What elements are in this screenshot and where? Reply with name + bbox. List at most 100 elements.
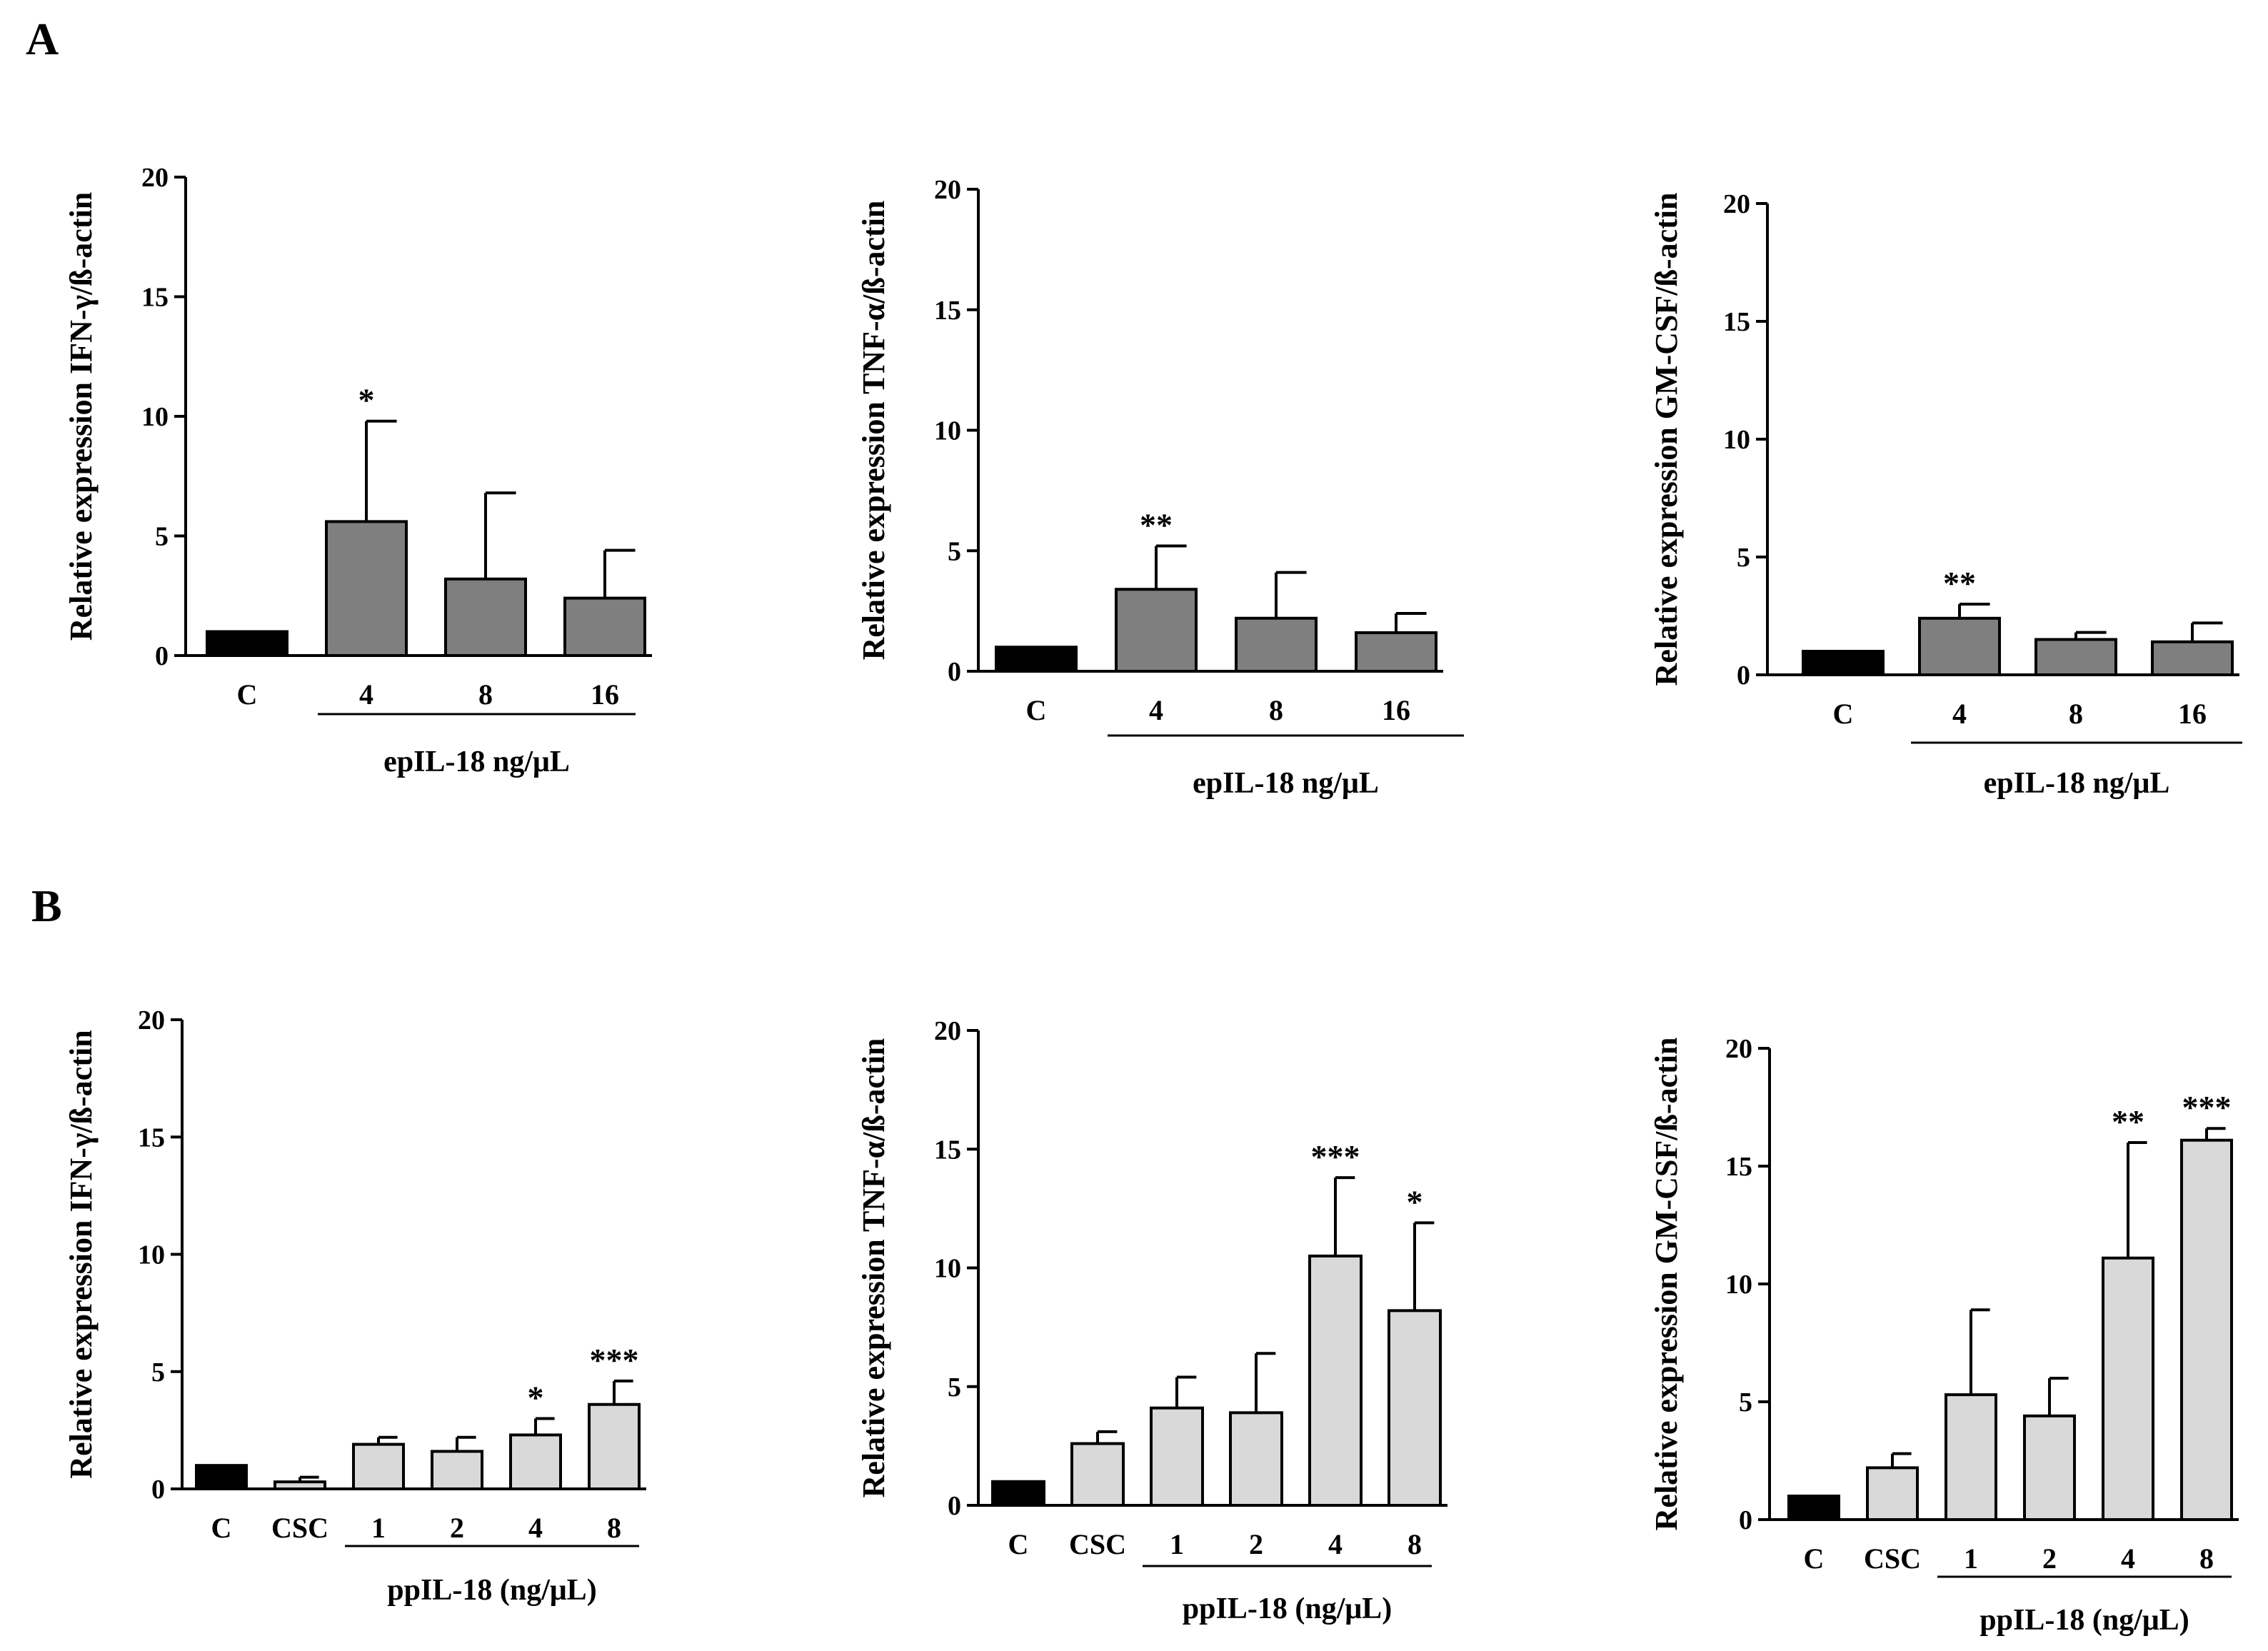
category-label: CSC (1864, 1542, 1921, 1575)
bar (2180, 1138, 2233, 1521)
bar (1918, 616, 2001, 676)
bar (588, 1402, 641, 1490)
bar (1115, 588, 1198, 673)
bar (1388, 1309, 1442, 1507)
y-tick-label: 10 (138, 1240, 165, 1270)
significance-label: ** (1943, 565, 1976, 601)
category-label: 4 (1328, 1528, 1343, 1560)
panel-label-b: B (31, 880, 62, 931)
y-tick-label: 0 (948, 657, 961, 687)
y-tick-label: 15 (138, 1123, 165, 1153)
category-label: 16 (1382, 694, 1410, 726)
category-label: 2 (450, 1512, 464, 1544)
y-tick-label: 5 (151, 1358, 165, 1387)
y-tick-label: 15 (141, 283, 169, 313)
bar (206, 630, 288, 657)
category-label: C (237, 678, 258, 711)
category-label: CSC (271, 1512, 328, 1544)
y-tick-label: 20 (1725, 1034, 1752, 1064)
category-label: 2 (1249, 1528, 1263, 1560)
y-tick-label: 0 (155, 641, 169, 671)
category-label: 4 (359, 678, 373, 711)
chart-3: 0 5 10 15 20 Relative expression GM-CSF/ß-act… (1649, 189, 2242, 800)
category-label: 8 (1269, 694, 1283, 726)
group-label: epIL-18 ng/μL (383, 746, 570, 778)
category-label: 1 (371, 1512, 386, 1544)
y-tick-label: 0 (1737, 661, 1750, 691)
category-label: C (211, 1512, 232, 1544)
bar (563, 596, 646, 657)
bar (1945, 1393, 1997, 1521)
bar (444, 577, 527, 657)
y-tick-label: 20 (138, 1005, 165, 1035)
bar (1070, 1442, 1125, 1507)
category-label: 8 (478, 678, 493, 711)
group-label: ppIL-18 (ng/μL) (1183, 1592, 1392, 1625)
y-tick-label: 0 (948, 1491, 961, 1521)
group-label: ppIL-18 (ng/μL) (387, 1574, 596, 1607)
y-tick-label: 5 (948, 536, 961, 566)
y-axis-title: Relative expression GM-CSF/ß-actin (1649, 193, 1684, 686)
category-label: CSC (1069, 1528, 1126, 1560)
category-label: 4 (528, 1512, 543, 1544)
bar (1787, 1495, 1840, 1521)
y-tick-label: 5 (1737, 543, 1750, 573)
y-axis-title: Relative expression IFN-γ/ß-actin (64, 192, 99, 641)
y-tick-label: 10 (1723, 425, 1750, 455)
chart-4: 0 5 10 15 20 Relative expression IFN-γ/ß-acti… (64, 1005, 646, 1607)
bar (325, 520, 408, 658)
bar (1866, 1466, 1919, 1521)
bar (995, 646, 1078, 673)
y-tick-label: 5 (155, 522, 169, 552)
chart-1: 0 5 10 15 20 Relative expression IFN-γ/ß-acti… (64, 163, 652, 778)
significance-label: *** (2182, 1089, 2232, 1125)
bar (2102, 1256, 2154, 1521)
group-label: epIL-18 ng/μL (1193, 767, 1379, 800)
chart-6: 0 5 10 15 20 Relative expression GM-CSF/ß-act… (1649, 1034, 2239, 1637)
bar (2023, 1414, 2076, 1522)
y-tick-label: 20 (934, 175, 961, 205)
category-label: C (1804, 1542, 1825, 1575)
bar (352, 1442, 405, 1490)
y-tick-label: 15 (934, 1135, 961, 1165)
y-tick-label: 10 (141, 402, 169, 432)
category-label: 16 (591, 678, 619, 711)
y-tick-label: 15 (1723, 307, 1750, 337)
category-label: 8 (607, 1512, 621, 1544)
category-label: 4 (1952, 698, 1967, 730)
y-tick-label: 20 (141, 163, 169, 193)
category-label: 4 (1149, 694, 1163, 726)
y-axis-title: Relative expression TNF-α/ß-actin (856, 1038, 891, 1498)
bar (1235, 616, 1318, 673)
bar (509, 1433, 562, 1490)
y-axis-title: Relative expression TNF-α/ß-actin (856, 201, 891, 661)
y-tick-label: 0 (151, 1475, 165, 1505)
significance-label: ** (2112, 1103, 2144, 1140)
bar (1150, 1406, 1204, 1507)
significance-label: * (358, 382, 375, 418)
category-label: 1 (1170, 1528, 1184, 1560)
chart-5: 0 5 10 15 20 Relative expression TNF-α/ß-acti… (856, 1016, 1447, 1625)
y-tick-label: 10 (934, 1254, 961, 1284)
category-label: 4 (2121, 1542, 2135, 1575)
chart-2: 0 5 10 15 20 Relative expression TNF-α/ß-acti… (856, 175, 1464, 800)
y-tick-label: 20 (934, 1016, 961, 1046)
bar (274, 1480, 326, 1491)
category-label: C (1026, 694, 1047, 726)
y-tick-label: 10 (1725, 1270, 1752, 1300)
y-axis-title: Relative expression IFN-γ/ß-actin (64, 1030, 99, 1478)
category-label: 1 (1964, 1542, 1978, 1575)
bar (431, 1450, 483, 1490)
category-label: C (1833, 698, 1854, 730)
significance-label: * (1407, 1183, 1423, 1220)
category-label: C (1008, 1528, 1029, 1560)
group-label: ppIL-18 (ng/μL) (1980, 1604, 2189, 1637)
y-tick-label: 5 (1739, 1387, 1752, 1417)
bar (991, 1480, 1045, 1507)
category-label: 8 (1408, 1528, 1422, 1560)
category-label: 2 (2042, 1542, 2057, 1575)
category-label: 8 (2199, 1542, 2214, 1575)
category-label: 16 (2178, 698, 2207, 730)
